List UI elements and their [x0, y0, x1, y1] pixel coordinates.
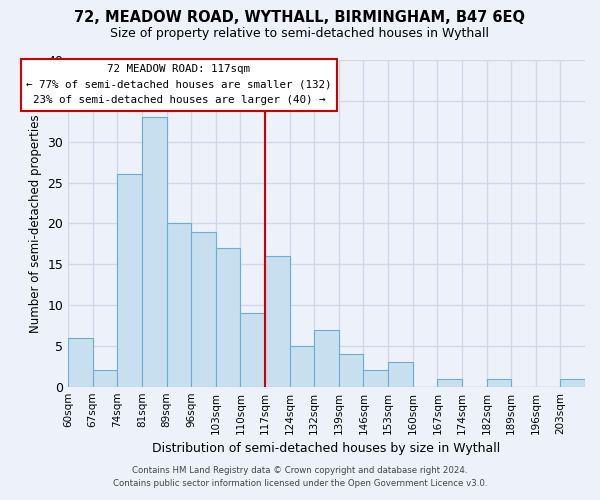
Text: Size of property relative to semi-detached houses in Wythall: Size of property relative to semi-detach… [110, 28, 490, 40]
Bar [68, 338, 93, 386]
Text: 72 MEADOW ROAD: 117sqm
← 77% of semi-detached houses are smaller (132)
23% of se: 72 MEADOW ROAD: 117sqm ← 77% of semi-det… [26, 64, 332, 106]
Bar [364, 370, 388, 386]
Bar [93, 370, 118, 386]
Bar [388, 362, 413, 386]
Bar [118, 174, 142, 386]
Bar [191, 232, 216, 386]
Bar [560, 378, 585, 386]
Bar [437, 378, 462, 386]
Text: 72, MEADOW ROAD, WYTHALL, BIRMINGHAM, B47 6EQ: 72, MEADOW ROAD, WYTHALL, BIRMINGHAM, B4… [74, 10, 526, 25]
Bar [265, 256, 290, 386]
Text: Contains HM Land Registry data © Crown copyright and database right 2024.
Contai: Contains HM Land Registry data © Crown c… [113, 466, 487, 487]
Bar [216, 248, 241, 386]
Bar [142, 117, 167, 386]
X-axis label: Distribution of semi-detached houses by size in Wythall: Distribution of semi-detached houses by … [152, 442, 500, 455]
Bar [314, 330, 339, 386]
Y-axis label: Number of semi-detached properties: Number of semi-detached properties [29, 114, 42, 332]
Bar [339, 354, 364, 386]
Bar [487, 378, 511, 386]
Bar [241, 313, 265, 386]
Bar [290, 346, 314, 387]
Bar [167, 224, 191, 386]
